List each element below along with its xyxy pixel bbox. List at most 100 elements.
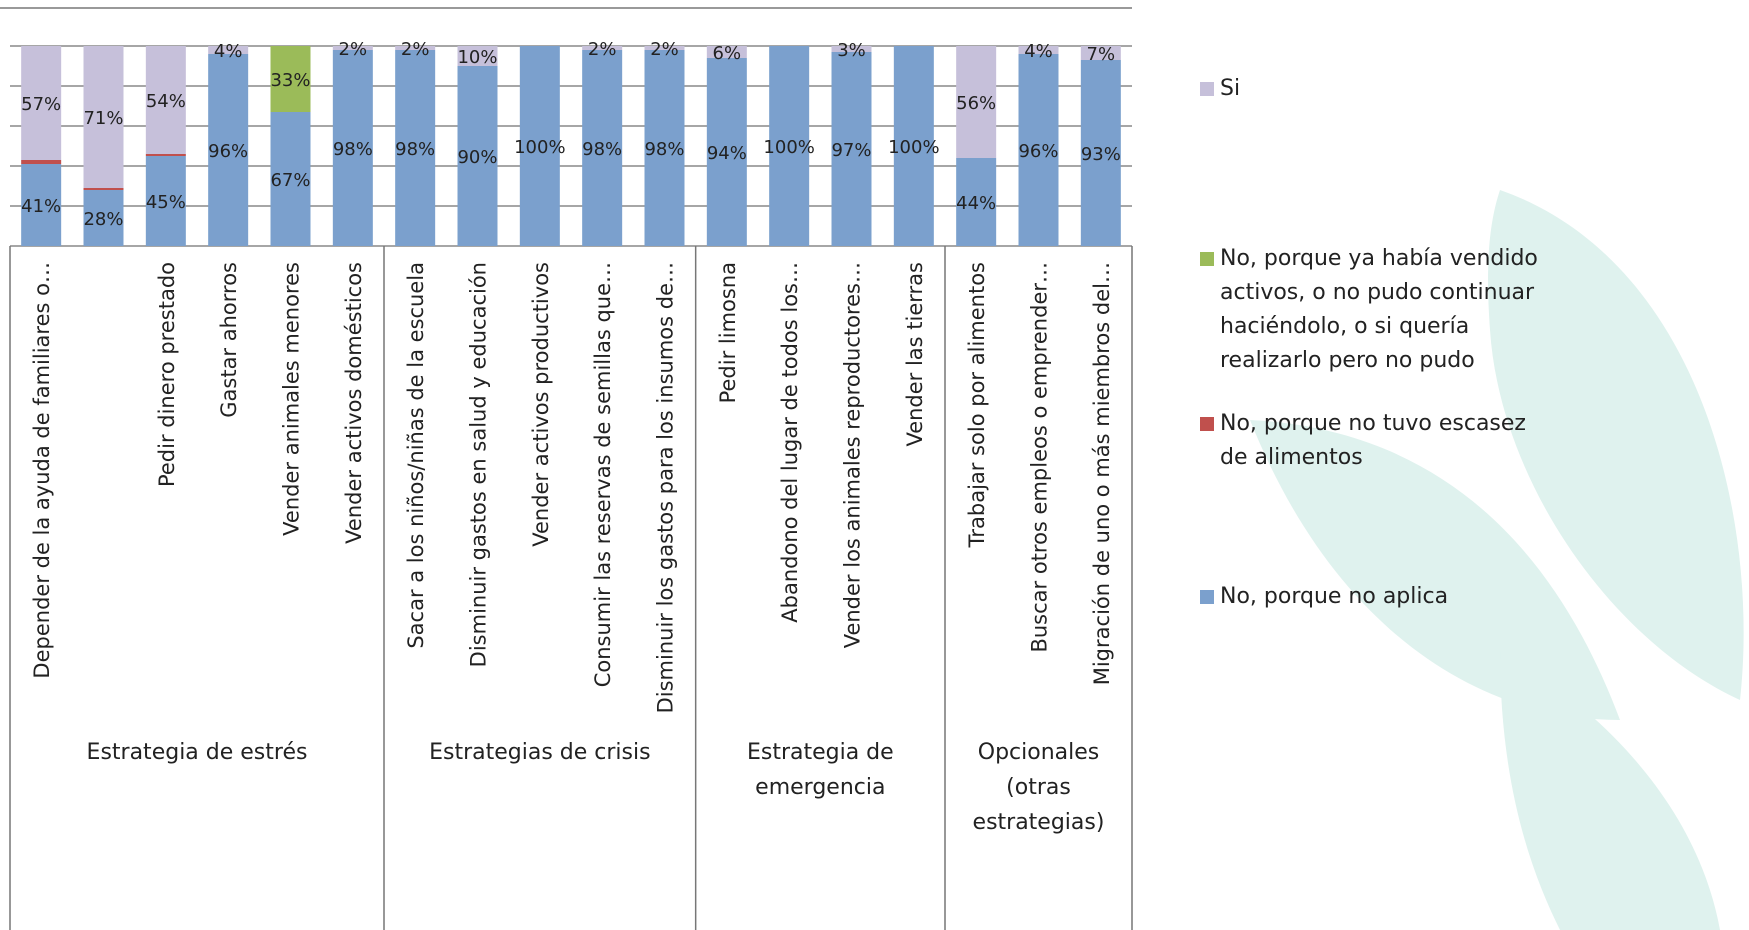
data-label: 4% — [214, 41, 243, 62]
x-tick-label: Vender animales menores — [280, 262, 304, 536]
legend-swatch — [1200, 252, 1214, 266]
data-label: 98% — [333, 139, 373, 160]
legend-label: No, porque ya había vendido activos, o n… — [1220, 246, 1538, 373]
data-label: 67% — [270, 170, 310, 191]
bar-segment — [332, 46, 373, 50]
data-label: 98% — [582, 139, 622, 160]
data-label: 90% — [457, 147, 497, 168]
bar-segment — [644, 50, 685, 246]
data-label: 100% — [763, 137, 814, 158]
bar-segment — [21, 160, 62, 164]
data-label: 97% — [831, 140, 871, 161]
data-label: 98% — [395, 139, 435, 160]
data-label: 93% — [1081, 144, 1121, 165]
x-tick-label: Abandono del lugar de todos los… — [778, 262, 802, 623]
x-tick-label: Disminuir gastos en salud y educación — [467, 262, 491, 667]
x-tick-label: Disminuir los gastos para los insumos de… — [654, 262, 678, 713]
bar-segment — [956, 158, 997, 246]
bar-segment — [332, 50, 373, 246]
x-tick-label: Vender activos productivos — [529, 262, 553, 547]
legend-label: Si — [1220, 76, 1241, 101]
bar-segment — [21, 46, 62, 160]
data-label: 3% — [837, 40, 866, 61]
data-label: 71% — [83, 108, 123, 129]
data-label: 57% — [21, 94, 61, 115]
legend-item: No, porque no tuvo escasez de alimentos — [1200, 407, 1560, 475]
data-label: 54% — [146, 91, 186, 112]
data-label: 7% — [1087, 44, 1116, 65]
data-label: 94% — [707, 143, 747, 164]
bar-segment — [270, 46, 311, 112]
x-tick-label: Vender activos domésticos — [342, 262, 366, 544]
decoration — [1488, 190, 1744, 700]
data-label: 96% — [208, 141, 248, 162]
group-label: Estrategias de crisis — [429, 740, 651, 765]
legend-swatch — [1200, 82, 1214, 96]
group-label: Opcionales (otras estrategias) — [972, 740, 1105, 835]
bar-segment — [457, 66, 498, 246]
bar-segment — [1018, 54, 1059, 246]
bar-segment — [582, 46, 623, 50]
x-tick-label: Migración de uno o más miembros del… — [1090, 262, 1114, 685]
bar-segment — [769, 46, 810, 246]
x-tick-label: Sacar a los niños/niñas de la escuela — [404, 262, 428, 649]
bar-segment — [893, 46, 934, 246]
bar-segment — [831, 46, 872, 52]
legend-label: No, porque no aplica — [1220, 584, 1449, 609]
x-tick-label: Trabajar solo por alimentos — [965, 262, 989, 548]
bar-segment — [457, 46, 498, 66]
bar-segment — [1018, 46, 1059, 54]
data-label: 10% — [457, 47, 497, 68]
bar-segment — [83, 190, 124, 246]
bar-segment — [706, 58, 747, 246]
group-label: Estrategia de emergencia — [746, 740, 894, 800]
x-tick-label: Consumir las reservas de semillas que… — [591, 262, 615, 687]
data-label: 6% — [713, 43, 742, 64]
data-label: 44% — [956, 193, 996, 214]
data-label: 4% — [1024, 41, 1053, 62]
x-tick-label: Buscar otros empleos o emprender… — [1028, 262, 1052, 653]
legend-item: Si — [1200, 72, 1560, 106]
bar-segment — [208, 46, 249, 54]
bar-segment — [1080, 60, 1121, 246]
x-tick-label: Depender de la ayuda de familiares o… — [30, 262, 54, 679]
legend-item: No, porque no aplica — [1200, 580, 1560, 614]
bar-segment — [145, 46, 186, 154]
data-label: 28% — [83, 209, 123, 230]
data-label: 98% — [644, 139, 684, 160]
x-tick-label: Gastar ahorros — [217, 262, 241, 418]
data-label: 33% — [270, 70, 310, 91]
data-label: 2% — [650, 39, 679, 60]
data-label: 2% — [339, 39, 368, 60]
bar-segment — [1080, 46, 1121, 60]
data-label: 41% — [21, 196, 61, 217]
bar-segment — [83, 46, 124, 188]
bar-segment — [395, 46, 436, 50]
bar-segment — [270, 112, 311, 246]
x-tick-label: Pedir dinero prestado — [155, 262, 179, 487]
x-tick-label: Pedir limosna — [716, 262, 740, 403]
legend-item: No, porque ya había vendido activos, o n… — [1200, 242, 1560, 378]
bar-segment — [21, 164, 62, 246]
bar-segment — [145, 156, 186, 246]
data-label: 56% — [956, 93, 996, 114]
bar-segment — [644, 46, 685, 50]
bar-segment — [83, 188, 124, 190]
data-label: 100% — [888, 137, 939, 158]
data-label: 96% — [1018, 141, 1058, 162]
bar-segment — [582, 50, 623, 246]
data-label: 45% — [146, 192, 186, 213]
bar-segment — [395, 50, 436, 246]
bar-segment — [519, 46, 560, 246]
bar-segment — [831, 52, 872, 246]
bar-segment — [956, 46, 997, 158]
x-tick-label: Vender los animales reproductores… — [841, 262, 865, 648]
bar-segment — [208, 54, 249, 246]
legend-swatch — [1200, 590, 1214, 604]
legend-swatch — [1200, 417, 1214, 431]
bar-segment — [145, 154, 186, 156]
x-tick-label: Vender las tierras — [903, 262, 927, 447]
decoration — [1500, 650, 1720, 930]
